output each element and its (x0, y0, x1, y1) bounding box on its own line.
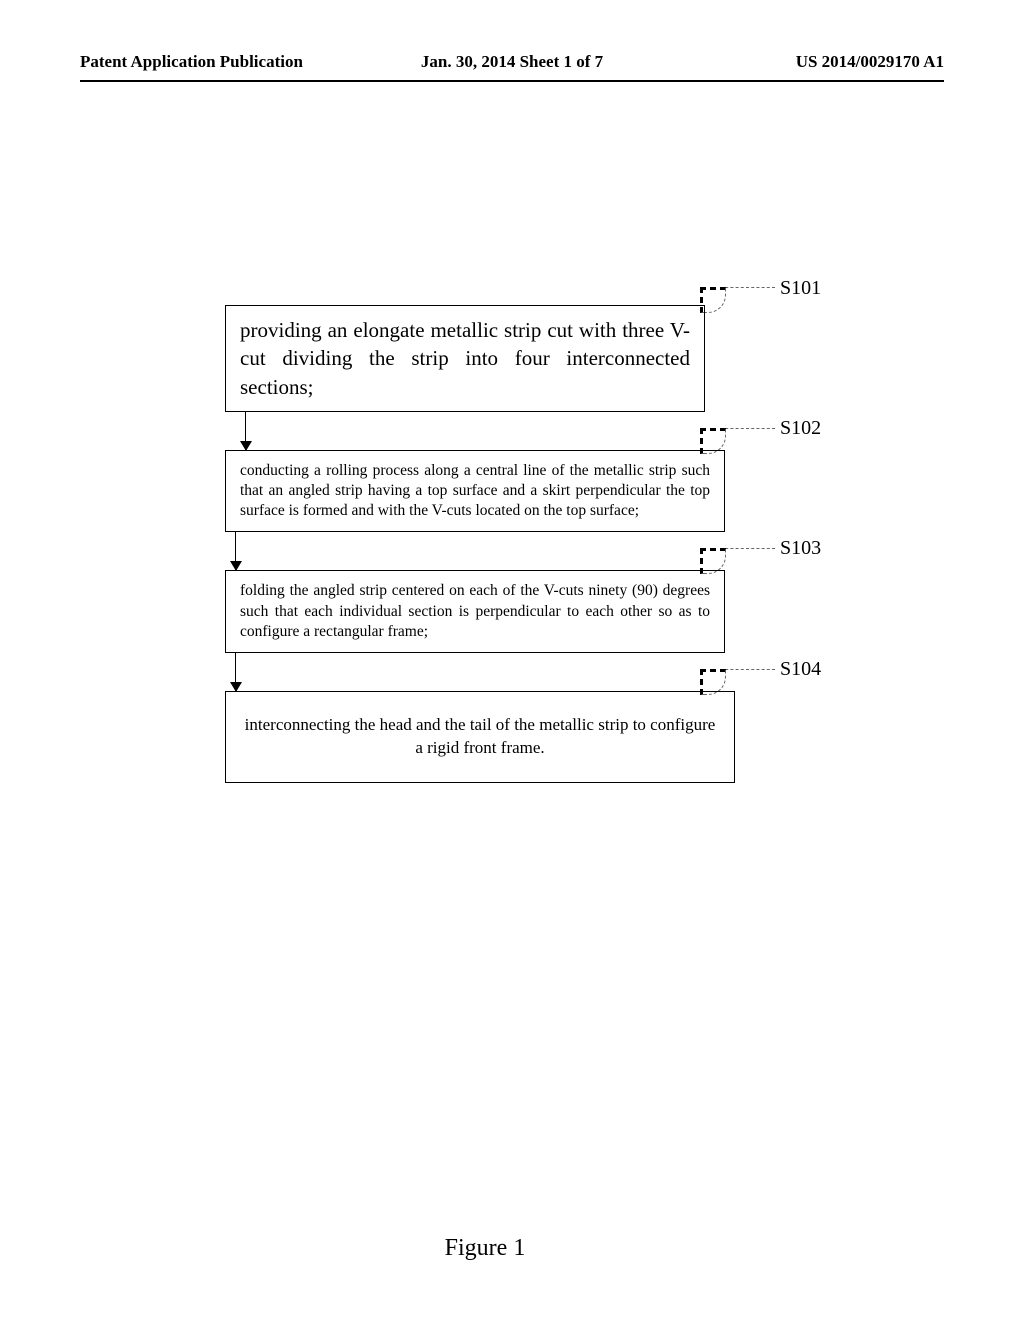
step-label-s104: S104 (780, 658, 821, 681)
header-rule (80, 80, 944, 82)
step-box-s104: interconnecting the head and the tail of… (225, 691, 735, 783)
step-label-s103: S103 (780, 537, 821, 560)
leader-s102 (720, 428, 775, 429)
step-box-s103: folding the angled strip centered on eac… (225, 570, 725, 652)
step-text-s101: providing an elongate metallic strip cut… (240, 316, 690, 401)
leader-s101 (720, 287, 775, 288)
page-header: Patent Application Publication Jan. 30, … (80, 52, 944, 72)
arrow-2 (235, 532, 736, 570)
header-center: Jan. 30, 2014 Sheet 1 of 7 (80, 52, 944, 72)
flowchart: S101 providing an elongate metallic stri… (225, 305, 745, 783)
figure-caption: Figure 1 (225, 1235, 745, 1262)
step-box-s102: conducting a rolling process along a cen… (225, 450, 725, 532)
step-text-s102: conducting a rolling process along a cen… (240, 461, 710, 521)
leader-s104 (720, 669, 775, 670)
step-text-s103: folding the angled strip centered on eac… (240, 581, 710, 641)
step-label-s101: S101 (780, 277, 821, 300)
arrow-3 (235, 653, 736, 691)
step-box-s101: providing an elongate metallic strip cut… (225, 305, 705, 412)
arrow-1 (245, 412, 726, 450)
leader-s103 (720, 548, 775, 549)
step-text-s104: interconnecting the head and the tail of… (240, 714, 720, 760)
step-label-s102: S102 (780, 417, 821, 440)
